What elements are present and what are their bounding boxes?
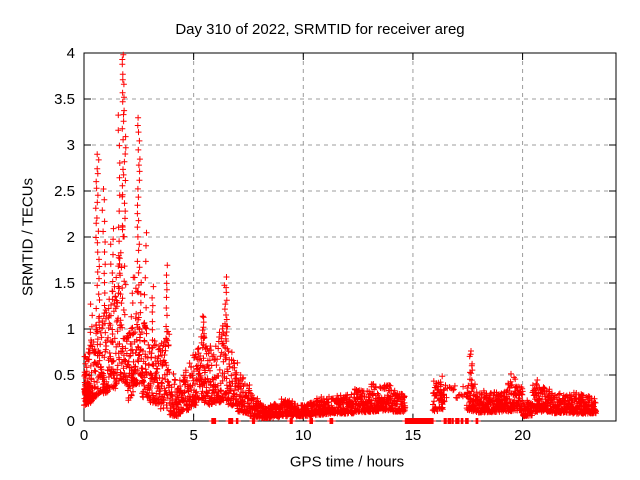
y-tick-label: 2 xyxy=(67,229,75,246)
y-tick-label: 2.5 xyxy=(54,183,75,200)
scatter-points xyxy=(81,51,599,424)
y-tick-label: 0 xyxy=(67,413,75,430)
tick-labels: 0 5 10 15 20 0 0.5 1 1.5 2 2.5 3 3.5 4 xyxy=(54,45,531,444)
axes-frame xyxy=(83,52,617,422)
chart-title: Day 310 of 2022, SRMTID for receiver are… xyxy=(175,21,465,38)
x-tick-label: 15 xyxy=(405,427,422,444)
y-tick-label: 0.5 xyxy=(54,367,75,384)
grid xyxy=(84,53,616,421)
x-tick-label: 20 xyxy=(514,427,531,444)
y-tick-label: 4 xyxy=(67,45,75,62)
x-tick-label: 0 xyxy=(80,427,88,444)
y-tick-label: 3.5 xyxy=(54,91,75,108)
x-tick-label: 5 xyxy=(189,427,197,444)
x-tick-label: 10 xyxy=(295,427,312,444)
y-tick-label: 1.5 xyxy=(54,275,75,292)
y-tick-label: 1 xyxy=(67,321,75,338)
y-tick-label: 3 xyxy=(67,137,75,154)
x-axis-label: GPS time / hours xyxy=(289,453,405,471)
